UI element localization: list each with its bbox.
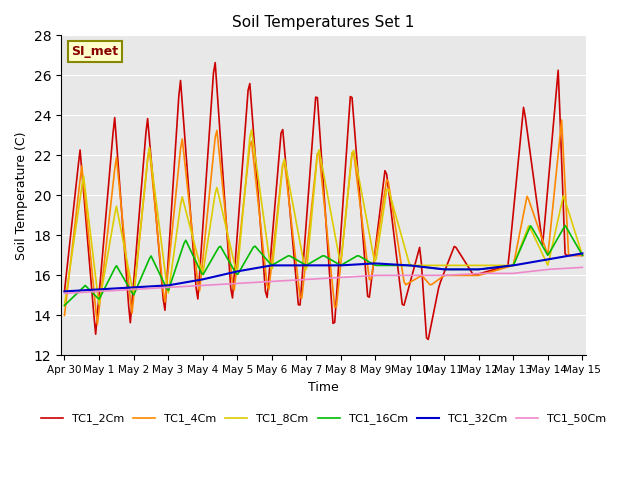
Line: TC1_4Cm: TC1_4Cm: [65, 120, 582, 324]
TC1_32Cm: [62, 288, 70, 294]
TC1_8Cm: [369, 250, 377, 255]
TC1_16Cm: [561, 223, 569, 228]
Text: SI_met: SI_met: [72, 45, 118, 58]
Line: TC1_50Cm: TC1_50Cm: [65, 267, 582, 293]
Line: TC1_2Cm: TC1_2Cm: [65, 62, 582, 339]
TC1_4Cm: [61, 312, 68, 318]
TC1_50Cm: [369, 273, 377, 278]
Y-axis label: Soil Temperature (C): Soil Temperature (C): [15, 131, 28, 260]
TC1_8Cm: [62, 291, 70, 297]
TC1_50Cm: [61, 290, 68, 296]
TC1_32Cm: [530, 259, 538, 264]
TC1_2Cm: [579, 252, 586, 258]
TC1_16Cm: [530, 228, 538, 234]
TC1_50Cm: [530, 268, 538, 274]
TC1_50Cm: [367, 273, 375, 278]
TC1_4Cm: [369, 265, 377, 271]
TC1_4Cm: [579, 252, 586, 258]
TC1_50Cm: [579, 264, 586, 270]
TC1_8Cm: [248, 127, 255, 133]
TC1_32Cm: [579, 251, 586, 256]
TC1_2Cm: [62, 273, 70, 278]
TC1_2Cm: [369, 266, 377, 272]
TC1_16Cm: [579, 252, 586, 258]
Line: TC1_32Cm: TC1_32Cm: [65, 253, 582, 291]
TC1_4Cm: [558, 117, 566, 123]
TC1_16Cm: [369, 261, 377, 267]
TC1_4Cm: [93, 322, 101, 327]
TC1_50Cm: [497, 271, 505, 276]
TC1_2Cm: [61, 288, 68, 294]
Legend: TC1_2Cm, TC1_4Cm, TC1_8Cm, TC1_16Cm, TC1_32Cm, TC1_50Cm: TC1_2Cm, TC1_4Cm, TC1_8Cm, TC1_16Cm, TC1…: [36, 409, 611, 429]
TC1_16Cm: [61, 302, 68, 308]
TC1_8Cm: [532, 237, 540, 242]
Title: Soil Temperatures Set 1: Soil Temperatures Set 1: [232, 15, 415, 30]
TC1_8Cm: [380, 210, 387, 216]
TC1_16Cm: [62, 301, 70, 307]
TC1_8Cm: [579, 252, 586, 258]
TC1_32Cm: [378, 261, 385, 266]
TC1_32Cm: [61, 288, 68, 294]
TC1_2Cm: [424, 336, 432, 342]
TC1_8Cm: [499, 263, 507, 268]
TC1_16Cm: [367, 260, 375, 266]
TC1_8Cm: [61, 302, 68, 308]
TC1_4Cm: [380, 199, 387, 204]
TC1_2Cm: [380, 182, 387, 188]
TC1_16Cm: [497, 264, 505, 270]
TC1_32Cm: [497, 264, 505, 270]
TC1_2Cm: [211, 60, 219, 65]
TC1_8Cm: [371, 259, 378, 264]
TC1_4Cm: [62, 298, 70, 303]
TC1_4Cm: [532, 217, 540, 223]
TC1_2Cm: [534, 203, 541, 209]
TC1_32Cm: [369, 261, 377, 266]
TC1_2Cm: [500, 264, 508, 269]
X-axis label: Time: Time: [308, 381, 339, 394]
TC1_50Cm: [378, 273, 385, 278]
TC1_2Cm: [371, 252, 378, 258]
Line: TC1_8Cm: TC1_8Cm: [65, 130, 582, 305]
Line: TC1_16Cm: TC1_16Cm: [65, 226, 582, 305]
TC1_50Cm: [62, 290, 70, 296]
TC1_4Cm: [371, 254, 378, 260]
TC1_4Cm: [499, 265, 507, 271]
TC1_16Cm: [378, 263, 385, 268]
TC1_32Cm: [367, 261, 375, 266]
